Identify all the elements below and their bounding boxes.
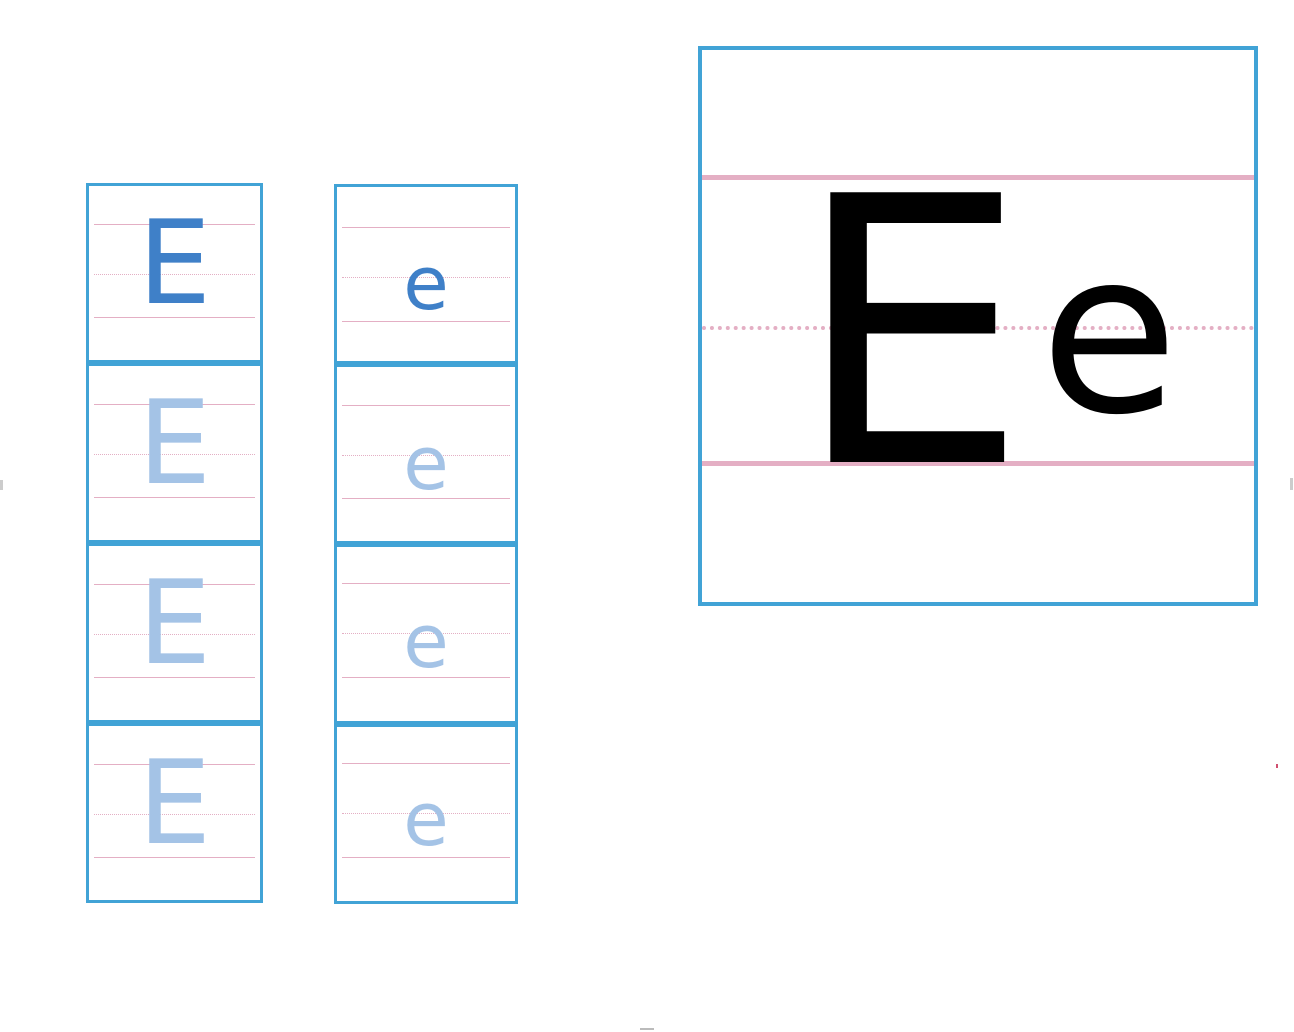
trace-letter-lower: e [403, 777, 449, 863]
display-letter-lower: e [1040, 203, 1179, 465]
model-letter-upper: E [137, 196, 212, 331]
trace-letter-lower: e [403, 599, 449, 685]
tracing-cell[interactable]: e [334, 544, 518, 724]
edge-marker [1276, 764, 1278, 768]
trace-letter-upper: E [137, 736, 212, 871]
display-letter-upper: E [794, 120, 1028, 550]
tracing-cell[interactable]: E [86, 363, 263, 543]
practice-cell: E [86, 183, 263, 363]
midline-guide [702, 326, 1254, 330]
letter-display-card: E e [698, 46, 1258, 606]
tracing-cell[interactable]: E [86, 543, 263, 723]
trace-letter-upper: E [137, 376, 212, 511]
tracing-cell[interactable]: e [334, 364, 518, 544]
uppercase-practice-column: E E E E [86, 183, 263, 905]
trace-letter-lower: e [403, 421, 449, 507]
top-guide-line [702, 175, 1254, 180]
baseline-guide [702, 461, 1254, 466]
tracing-cell[interactable]: e [334, 724, 518, 904]
trace-letter-upper: E [137, 556, 212, 691]
lowercase-practice-column: e e e e [334, 184, 518, 906]
edge-marker [640, 1028, 654, 1030]
edge-marker [1290, 478, 1293, 490]
edge-marker [0, 480, 3, 490]
tracing-cell[interactable]: E [86, 723, 263, 903]
practice-cell: e [334, 184, 518, 364]
model-letter-lower: e [403, 241, 449, 327]
